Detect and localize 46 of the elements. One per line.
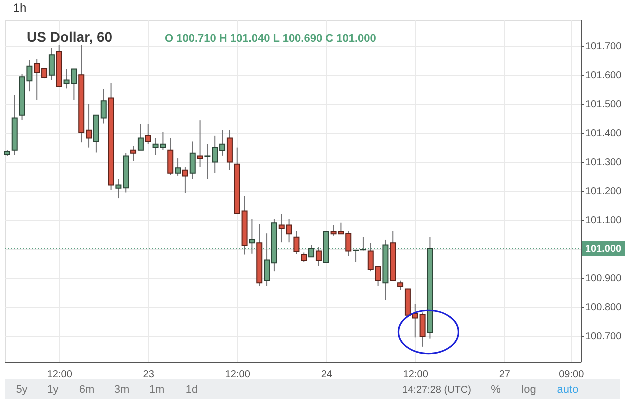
text: 1d bbox=[186, 384, 198, 396]
y-tick-label: 101.500 bbox=[586, 100, 622, 111]
y-tick-label: 101.400 bbox=[586, 128, 622, 140]
candlestick bbox=[398, 280, 404, 291]
y-tick-label: 101.300 bbox=[586, 158, 622, 169]
candlestick bbox=[294, 230, 300, 255]
candlestick bbox=[130, 146, 137, 162]
text: 14:27:28 (UTC) bbox=[402, 385, 472, 396]
x-tick-label: 27 bbox=[499, 370, 511, 380]
text: log bbox=[522, 384, 536, 396]
y-tick-label: 100.800 bbox=[586, 302, 622, 314]
candlestick bbox=[182, 166, 188, 194]
text: 5y bbox=[16, 384, 28, 396]
text: 6m bbox=[79, 384, 95, 396]
ref-line-label: 101.000 bbox=[585, 244, 622, 255]
candlestick bbox=[197, 120, 204, 168]
text: US Dollar, 60 bbox=[27, 29, 113, 45]
text: 1y bbox=[47, 384, 60, 396]
text: auto bbox=[557, 384, 579, 396]
y-tick-label: 101.200 bbox=[586, 186, 622, 198]
x-tick-label: 12:00 bbox=[403, 370, 429, 380]
text: O 100.710 H 101.040 L 100.690 C 101.000 bbox=[165, 33, 376, 45]
x-tick-label: 12:00 bbox=[47, 370, 73, 380]
x-tick-label: 09:00 bbox=[559, 370, 585, 380]
candlestick bbox=[168, 138, 174, 176]
x-tick-label: 23 bbox=[143, 370, 155, 380]
candlestick bbox=[301, 252, 308, 263]
y-tick-label: 100.700 bbox=[586, 331, 622, 342]
y-tick-label: 101.100 bbox=[586, 215, 622, 226]
x-tick-label: 24 bbox=[321, 370, 333, 380]
candlestick bbox=[190, 141, 196, 180]
candlestick bbox=[145, 124, 152, 145]
y-tick-label: 101.700 bbox=[586, 42, 622, 53]
x-tick-label: 12:00 bbox=[225, 370, 251, 380]
candlestick bbox=[175, 158, 182, 176]
candlestick bbox=[138, 124, 144, 151]
text: 1h bbox=[13, 1, 27, 15]
text: % bbox=[491, 384, 502, 396]
candlestick bbox=[308, 244, 315, 258]
text: 3m bbox=[114, 384, 130, 396]
candlestick bbox=[48, 48, 55, 80]
candlestick bbox=[316, 247, 322, 267]
y-tick-label: 100.900 bbox=[586, 273, 622, 284]
candlestick bbox=[249, 218, 256, 254]
y-tick-label: 101.600 bbox=[586, 70, 622, 82]
text: 1m bbox=[149, 384, 165, 396]
